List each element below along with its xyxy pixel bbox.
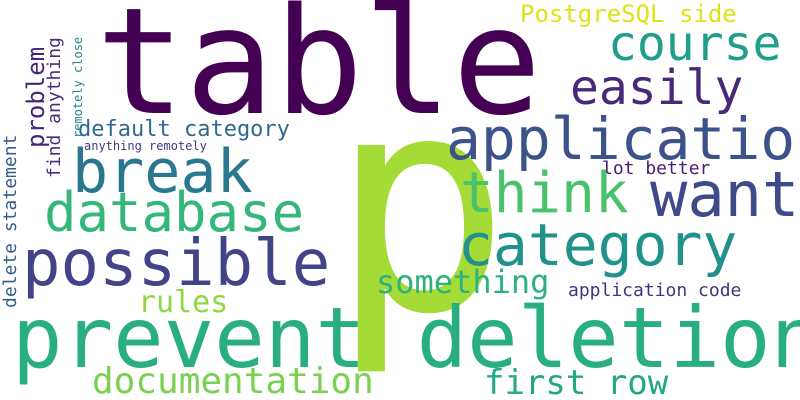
word-application-code: application code [568, 280, 742, 301]
word-possible: possible [22, 227, 331, 301]
word-database: database [44, 181, 305, 244]
word-documentation: documentation [92, 361, 374, 400]
word-think: think [460, 161, 629, 226]
word-lot-better: lot better [602, 158, 711, 179]
word-something: something [376, 263, 550, 301]
word-rules: rules [138, 285, 229, 320]
word-postgresql-side: PostgreSQL side [520, 0, 737, 28]
word-application: application [446, 105, 800, 173]
word-break: break [72, 137, 253, 207]
word-first-row: first row [484, 363, 669, 400]
word-find-anything: find anything [44, 37, 65, 178]
word-prevent-deletion: prevent deletion [12, 289, 800, 387]
word-course: course [608, 16, 782, 72]
word-delete-statement: delete statement [0, 134, 21, 308]
word-table: table [96, 0, 542, 148]
word-category: category [458, 211, 738, 279]
word-remotely-close: remotely close [71, 36, 85, 138]
word-default-category: default category [78, 117, 290, 142]
word-easily: easily [570, 60, 744, 116]
word-anything-remotely: anything remotely [84, 139, 207, 153]
word-p: p [330, 31, 511, 380]
word-want: want [650, 158, 800, 231]
